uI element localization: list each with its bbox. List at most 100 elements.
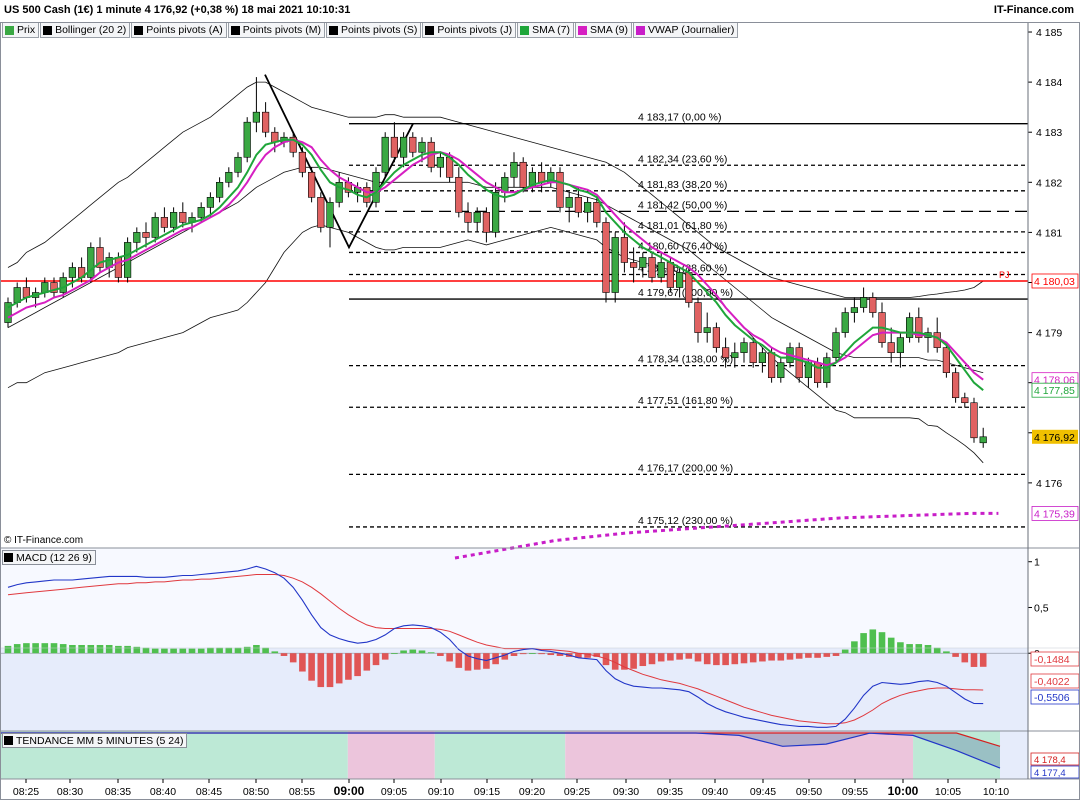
- macd-y-tick-label: 0,5: [1034, 602, 1049, 614]
- macd-histogram-bar: [400, 650, 407, 654]
- candle-body: [685, 272, 693, 303]
- macd-histogram-bar: [740, 653, 748, 664]
- candle-body: [298, 151, 307, 173]
- x-tick-label: 09:15: [474, 786, 500, 798]
- macd-histogram-bar: [492, 653, 499, 665]
- candle-body: [758, 352, 766, 363]
- x-tick-label: 09:00: [334, 784, 365, 798]
- macd-histogram-bar: [851, 641, 858, 654]
- macd-histogram-bar: [253, 644, 260, 654]
- candle-body: [767, 352, 776, 378]
- fibonacci-level-label: 4 183,17 (0,00 %): [638, 112, 721, 124]
- macd-panel-label[interactable]: MACD (12 26 9): [2, 550, 96, 565]
- macd-histogram-bar: [326, 653, 334, 688]
- candle-body: [712, 327, 720, 348]
- macd-histogram-bar: [142, 647, 150, 654]
- legend-prix[interactable]: Prix: [2, 22, 40, 38]
- candle-body: [979, 436, 987, 444]
- x-tick-label: 08:40: [150, 786, 176, 798]
- macd-histogram-bar: [887, 637, 895, 654]
- macd-histogram-bar: [280, 653, 288, 656]
- macd-histogram-bar: [446, 653, 453, 662]
- macd-histogram-bar: [519, 653, 527, 655]
- title-bar: US 500 Cash (1€) 1 minute 4 176,92 (+0,3…: [0, 0, 1080, 23]
- macd-histogram-bar: [262, 647, 269, 654]
- sma7-line: [7, 138, 984, 391]
- macd-histogram-bar: [69, 644, 76, 654]
- macd-histogram-bar: [124, 645, 131, 654]
- trend-panel-label[interactable]: TENDANCE MM 5 MINUTES (5 24): [2, 733, 188, 748]
- candle-body: [740, 342, 748, 353]
- candle-body: [261, 111, 270, 133]
- legend-pivots-a[interactable]: Points pivots (A): [131, 22, 227, 38]
- macd-histogram-bar: [823, 653, 831, 657]
- macd-histogram-bar: [345, 653, 352, 680]
- legend-bollinger[interactable]: Bollinger (20 2): [40, 22, 131, 38]
- candle-body: [629, 262, 638, 268]
- candle-body: [721, 347, 730, 358]
- macd-histogram-bar: [731, 653, 739, 665]
- macd-histogram-bar: [768, 653, 775, 661]
- macd-histogram-bar: [363, 653, 371, 671]
- candle-body: [951, 372, 960, 399]
- candle-body: [556, 171, 564, 208]
- macd-histogram-bar: [197, 648, 205, 654]
- macd-histogram-bar: [170, 648, 177, 654]
- candle-body: [620, 237, 628, 263]
- macd-histogram-bar: [59, 644, 67, 654]
- legend-pivots-m[interactable]: Points pivots (M): [227, 22, 325, 38]
- candle-body: [703, 327, 711, 333]
- candle-body: [252, 111, 261, 123]
- macd-histogram-bar: [179, 648, 187, 654]
- x-tick-label: 09:10: [428, 786, 454, 798]
- candle-body: [243, 121, 251, 158]
- fibonacci-level-label: 4 180,60 (76,40 %): [638, 240, 727, 252]
- candle-body: [832, 332, 840, 358]
- legend-swatch-icon: [43, 25, 53, 35]
- candle-body: [96, 247, 104, 268]
- candle-body: [611, 237, 619, 293]
- panel-color-icon: [4, 553, 13, 562]
- macd-histogram-bar: [243, 646, 251, 654]
- x-tick-label: 08:45: [196, 786, 222, 798]
- macd-histogram-bar: [924, 644, 932, 654]
- candle-body: [464, 212, 472, 223]
- legend-swatch-icon: [578, 25, 588, 35]
- vwap-line: [454, 511, 999, 560]
- candle-body: [206, 197, 215, 208]
- candle-body: [510, 161, 518, 178]
- fibonacci-level-label: 4 181,83 (38,20 %): [638, 179, 727, 191]
- candle-body: [409, 136, 417, 153]
- candle-body: [694, 302, 702, 333]
- macd-histogram-bar: [685, 653, 693, 659]
- candle-body: [639, 257, 647, 268]
- candle-body: [850, 307, 858, 313]
- trend-zone: [565, 731, 914, 779]
- macd-histogram-bar: [372, 653, 380, 666]
- macd-histogram-bar: [87, 644, 95, 654]
- x-tick-label: 09:40: [702, 786, 728, 798]
- candle-body: [133, 232, 141, 243]
- fibonacci-level-label: 4 182,34 (23,60 %): [638, 153, 727, 165]
- candle-body: [675, 272, 684, 288]
- macd-histogram-bar: [308, 653, 315, 681]
- vwap-price-tag-box: [1031, 506, 1079, 521]
- macd-histogram-bar: [786, 653, 794, 660]
- x-tick-label: 10:05: [935, 786, 961, 798]
- legend-sma7[interactable]: SMA (7): [517, 22, 575, 38]
- candle-body: [436, 156, 445, 168]
- macd-histogram-bar: [391, 653, 398, 655]
- macd-histogram-bar: [289, 653, 297, 663]
- candle-body: [399, 136, 408, 158]
- fibonacci-level-label: 4 175,12 (230,00 %): [638, 515, 733, 527]
- candle-body: [307, 171, 316, 198]
- candle-body: [87, 247, 95, 278]
- candle-body: [915, 317, 923, 338]
- legend-swatch-icon: [425, 25, 435, 35]
- macd-histogram-bar: [639, 653, 647, 667]
- macd-histogram-bar: [510, 653, 518, 656]
- candle-body: [455, 176, 463, 213]
- trend-fast-label: 4 177,4: [1034, 768, 1066, 779]
- x-tick-label: 09:30: [613, 786, 639, 798]
